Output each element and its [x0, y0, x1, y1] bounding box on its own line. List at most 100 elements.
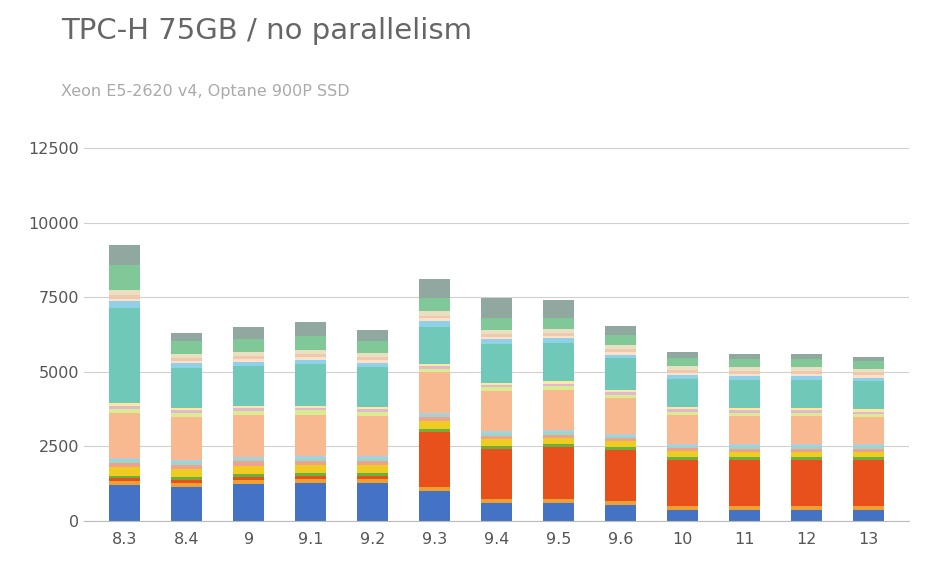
Bar — [357, 465, 388, 473]
Bar — [480, 387, 512, 391]
Bar — [605, 326, 636, 335]
Bar — [852, 409, 884, 412]
Bar — [109, 290, 140, 295]
Bar — [480, 344, 512, 383]
Bar — [171, 487, 202, 521]
Text: TPC-H 75GB / no parallelism: TPC-H 75GB / no parallelism — [61, 17, 472, 45]
Bar — [480, 318, 512, 329]
Bar — [790, 373, 821, 376]
Bar — [543, 444, 574, 447]
Bar — [233, 411, 264, 415]
Bar — [109, 301, 140, 308]
Bar — [295, 322, 326, 336]
Bar — [295, 357, 326, 360]
Bar — [790, 444, 821, 446]
Bar — [357, 353, 388, 357]
Bar — [171, 462, 202, 465]
Bar — [728, 371, 759, 373]
Bar — [605, 345, 636, 349]
Bar — [109, 409, 140, 413]
Bar — [852, 417, 884, 444]
Bar — [109, 485, 140, 521]
Bar — [171, 361, 202, 363]
Bar — [790, 367, 821, 371]
Bar — [543, 435, 574, 438]
Bar — [480, 329, 512, 334]
Bar — [790, 354, 821, 360]
Bar — [480, 433, 512, 436]
Bar — [790, 452, 821, 457]
Bar — [418, 413, 449, 415]
Bar — [109, 295, 140, 299]
Bar — [605, 354, 636, 358]
Bar — [233, 359, 264, 362]
Bar — [852, 372, 884, 375]
Bar — [543, 343, 574, 382]
Bar — [171, 363, 202, 368]
Bar — [480, 449, 512, 499]
Bar — [357, 461, 388, 465]
Bar — [728, 457, 759, 460]
Bar — [852, 452, 884, 457]
Bar — [852, 506, 884, 510]
Bar — [418, 327, 449, 364]
Bar — [728, 373, 759, 376]
Bar — [418, 428, 449, 432]
Bar — [666, 352, 697, 358]
Bar — [543, 447, 574, 499]
Bar — [295, 483, 326, 521]
Bar — [357, 416, 388, 456]
Bar — [480, 339, 512, 344]
Bar — [295, 461, 326, 465]
Bar — [357, 357, 388, 360]
Bar — [357, 330, 388, 341]
Bar — [728, 413, 759, 416]
Bar — [357, 459, 388, 461]
Bar — [418, 421, 449, 428]
Bar — [605, 438, 636, 441]
Bar — [171, 410, 202, 413]
Bar — [357, 456, 388, 459]
Bar — [171, 477, 202, 480]
Bar — [418, 369, 449, 372]
Bar — [790, 416, 821, 444]
Bar — [109, 245, 140, 265]
Bar — [728, 408, 759, 410]
Bar — [109, 460, 140, 463]
Bar — [790, 446, 821, 449]
Bar — [790, 460, 821, 506]
Bar — [728, 460, 759, 506]
Bar — [666, 367, 697, 370]
Bar — [666, 379, 697, 408]
Bar — [171, 341, 202, 354]
Bar — [543, 339, 574, 343]
Bar — [171, 368, 202, 408]
Bar — [666, 358, 697, 367]
Bar — [418, 298, 449, 311]
Bar — [543, 438, 574, 444]
Bar — [295, 408, 326, 411]
Bar — [728, 444, 759, 446]
Bar — [418, 318, 449, 321]
Bar — [233, 362, 264, 366]
Bar — [666, 373, 697, 375]
Bar — [109, 478, 140, 481]
Bar — [790, 371, 821, 373]
Bar — [605, 398, 636, 434]
Bar — [418, 432, 449, 488]
Bar — [666, 446, 697, 448]
Bar — [852, 378, 884, 381]
Bar — [790, 449, 821, 452]
Bar — [790, 376, 821, 380]
Bar — [543, 383, 574, 386]
Bar — [605, 352, 636, 354]
Bar — [357, 473, 388, 476]
Bar — [233, 466, 264, 474]
Bar — [295, 411, 326, 415]
Bar — [233, 484, 264, 521]
Bar — [233, 357, 264, 359]
Bar — [728, 446, 759, 449]
Bar — [418, 364, 449, 366]
Bar — [605, 501, 636, 505]
Bar — [728, 376, 759, 380]
